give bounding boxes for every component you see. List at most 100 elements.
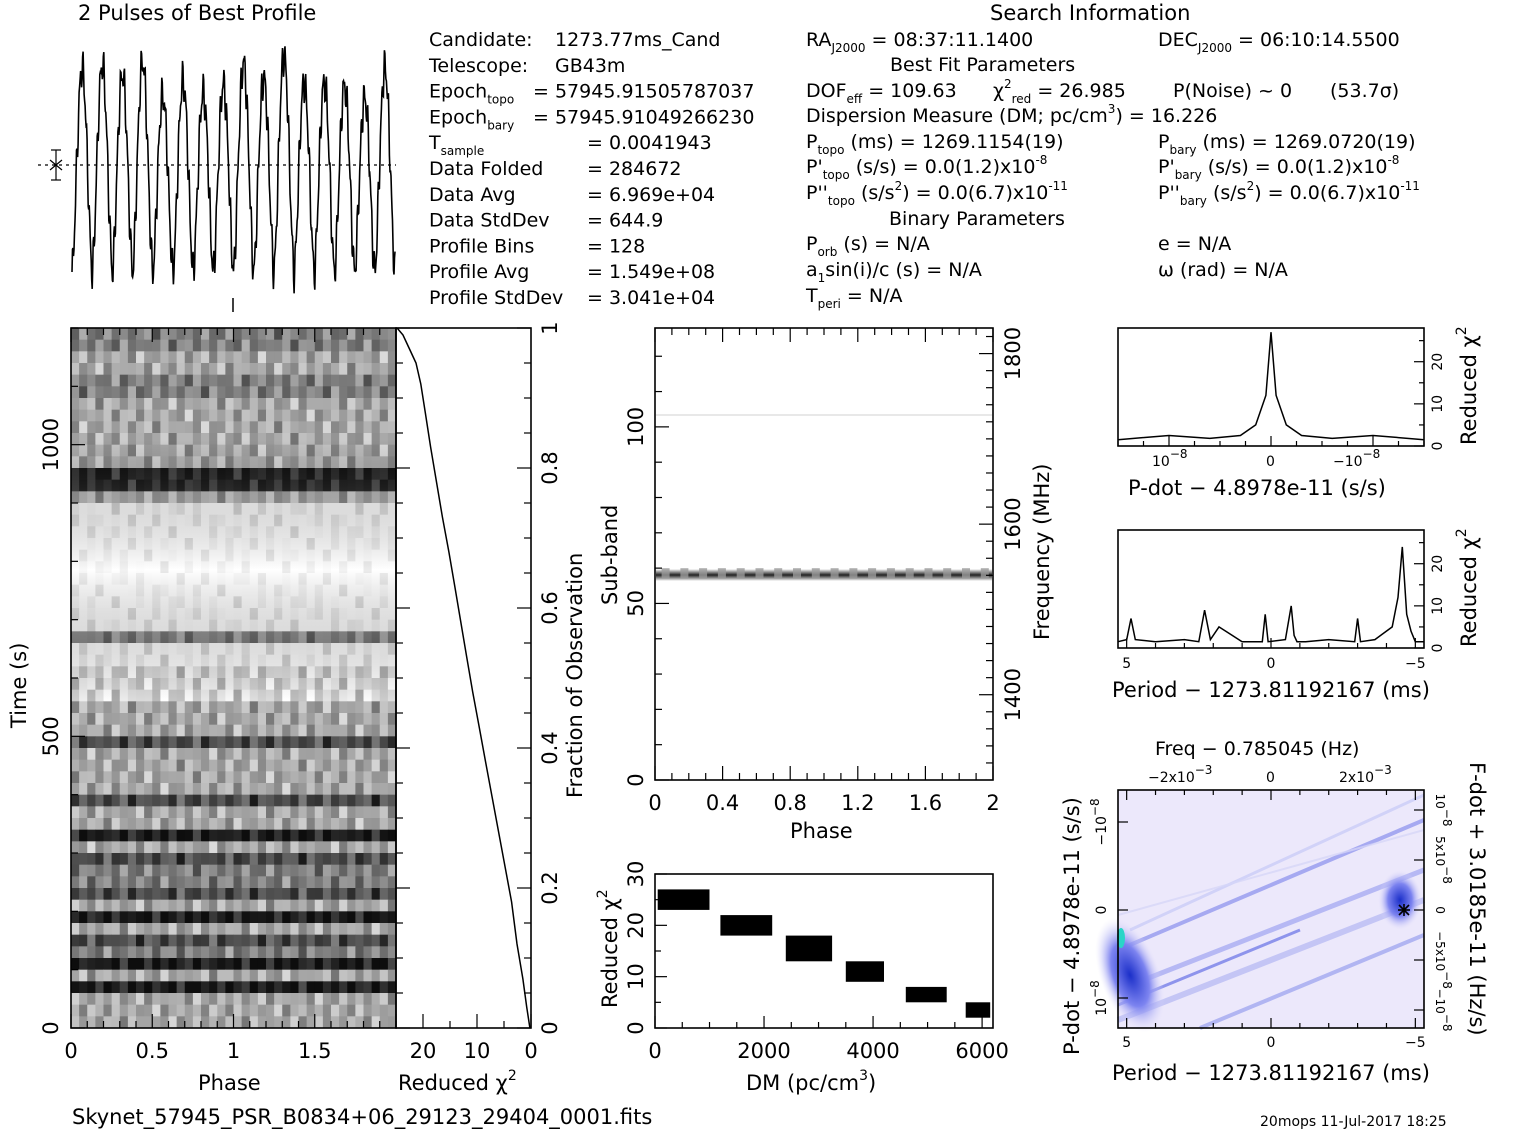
time-phase-cell [144,374,153,387]
time-phase-cell [274,398,283,411]
time-phase-cell [314,759,324,772]
time-phase-cell [168,864,178,877]
time-phase-cell [209,958,218,971]
time-phase-cell [192,934,202,947]
time-phase-cell [249,409,259,422]
time-phase-cell [201,421,210,434]
time-phase-cell [217,794,226,807]
subband-pulse [943,568,952,579]
time-phase-cell [274,771,283,784]
time-phase-cell [168,911,178,924]
time-phase-cell [314,771,324,784]
time-phase-cell [379,853,389,866]
time-phase-cell [209,981,218,994]
time-phase-cell [225,946,234,959]
time-phase-cell [339,841,348,854]
time-phase-cell [257,911,267,924]
time-phase-cell [225,899,234,912]
time-phase-cell [249,981,259,994]
time-phase-cell [176,841,186,854]
time-phase-cell [266,806,275,819]
time-phase-cell [339,818,348,831]
time-phase-cell [209,374,218,387]
info-label-10: Profile StdDev [429,287,563,309]
time-phase-cell [79,864,88,877]
time-phase-cell [217,771,226,784]
pddot-topo-text: P''topo (s/s2) = 0.0(6.7)x10-11 [806,179,1068,208]
time-phase-cell [257,328,267,341]
time-phase-cell [168,806,178,819]
time-phase-cell [111,958,121,971]
time-phase-cell [225,363,234,376]
time-phase-cell [257,806,267,819]
time-phase-cell [322,818,332,831]
time-phase-cell [379,724,389,737]
time-phase-cell [176,794,186,807]
time-phase-cell [111,783,121,796]
time-phase-cell [184,374,194,387]
time-phase-cell [241,981,251,994]
time-phase-cell [379,911,389,924]
time-phase-cell [379,771,389,784]
time-phase-cell [249,946,259,959]
time-phase-cell [209,783,218,796]
time-phase-cell [233,841,243,854]
time-phase-cell [152,421,161,434]
time-phase-cell [127,713,137,726]
time-phase-cell [152,981,161,994]
time-phase-cell [331,339,340,352]
time-phase-cell [111,398,121,411]
time-phase-cell [322,724,332,737]
time-phase-cell [322,888,332,901]
time-phase-cell [371,374,381,387]
time-phase-cell [371,981,381,994]
time-phase-cell [103,421,113,434]
time-phase-cell [233,1004,243,1017]
time-phase-cell [176,363,186,376]
pulse-profile-panel [38,46,396,294]
time-phase-cell [371,724,381,737]
time-phase-cell [249,958,259,971]
time-phase-cell [387,1016,397,1029]
time-phase-cell [387,386,397,399]
time-phase-cell [355,736,364,749]
time-phase-cell [322,386,332,399]
time-phase-cell [184,829,194,842]
time-phase-cell [363,911,373,924]
time-phase-cell [209,923,218,936]
time-phase-cell [95,958,104,971]
time-phase-cell [111,888,121,901]
time-phase-cell [347,794,356,807]
time-phase-cell [192,993,202,1006]
time-phase-cell [160,759,169,772]
time-phase-cell [257,363,267,376]
time-phase-cell [274,888,283,901]
time-phase-cell [176,351,186,364]
time-phase-cell [282,946,291,959]
time-phase-cell [371,934,381,947]
time-phase-cell [274,374,283,387]
time-phase-cell [201,806,210,819]
time-phase-cell [347,701,356,714]
time-phase-cell [274,864,283,877]
time-phase-cell [306,339,316,352]
info-value-6: = 6.969e+04 [587,184,715,206]
time-phase-cell [119,888,129,901]
pd-ytick-label: 20 [1430,353,1446,371]
time-phase-cell [298,328,308,341]
time-phase-cell [201,701,210,714]
time-phase-cell [217,853,226,866]
time-phase-cell [347,888,356,901]
time-phase-cell [241,934,251,947]
time-phase-cell [79,993,88,1006]
time-phase-cell [274,818,283,831]
time-phase-cell [136,841,145,854]
time-phase-cell [257,853,267,866]
time-phase-cell [119,339,129,352]
time-phase-cell [87,829,96,842]
time-phase-cell [290,958,299,971]
time-phase-cell [144,794,153,807]
time-phase-cell [233,759,243,772]
time-phase-cell [152,946,161,959]
time-phase-cell [192,398,202,411]
